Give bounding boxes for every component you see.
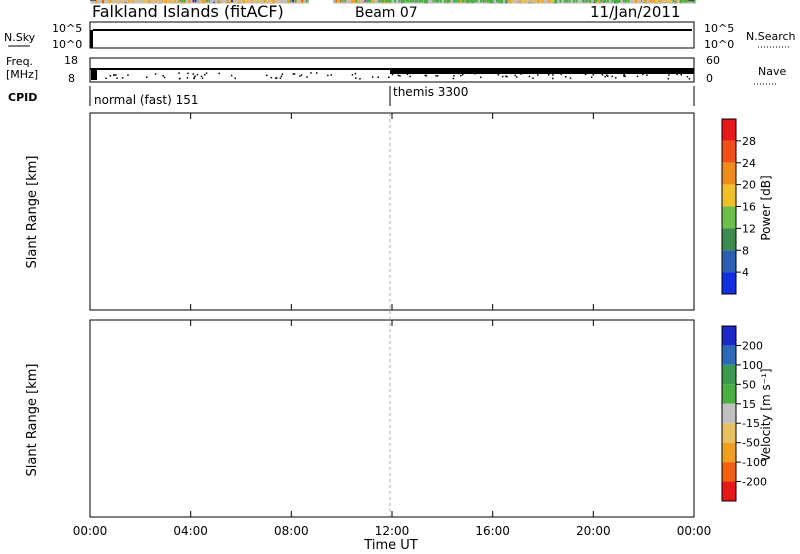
colorbar-tick-label: 24 <box>742 157 756 170</box>
colorbar-swatch <box>722 442 736 463</box>
colorbar-tick-label: 16 <box>742 201 756 214</box>
x-tick-label: 00:00 <box>677 524 712 538</box>
colorbar-swatch <box>722 423 736 443</box>
freq-tick-bottom: 8 <box>68 72 75 85</box>
power-axes: 1000200030004000 <box>53 0 695 310</box>
colorbar-swatch <box>722 228 736 251</box>
colorbar-swatch <box>722 364 736 385</box>
power-panel-frame <box>89 112 695 311</box>
nave-label: Nave <box>758 65 786 78</box>
nsky-onset <box>90 30 93 48</box>
colorbar-tick-label: -100 <box>742 456 767 469</box>
y-tick-label: 4000 <box>53 0 84 3</box>
y-tick-label: 1000 <box>53 0 84 3</box>
power-colorbar-label: Power [dB] <box>759 175 773 240</box>
y-tick-label: 4000 <box>53 0 84 3</box>
nsearch-tick-bottom: 10^0 <box>704 38 734 51</box>
colorbar-tick-label: 15 <box>742 398 756 411</box>
colorbar-swatch <box>722 119 736 141</box>
nsky-label: N.Sky <box>4 31 36 44</box>
freq-label-1: Freq. <box>6 55 33 68</box>
y-tick-label: 2000 <box>53 0 84 3</box>
colorbar-swatch <box>722 140 736 163</box>
colorbar-swatch <box>722 345 736 365</box>
nave-tick-bottom: 0 <box>706 72 713 85</box>
cpid-mode-2: themis 3300 <box>393 85 468 99</box>
colorbar-tick-label: 12 <box>742 222 756 235</box>
colorbar-swatch <box>722 162 736 185</box>
power-colorbar: 28 24 20 16 12 8 4 <box>721 118 756 295</box>
x-tick-label: 20:00 <box>576 524 611 538</box>
y-tick-label: 3000 <box>53 0 84 3</box>
x-tick-label: 12:00 <box>375 524 410 538</box>
x-tick-label: 16:00 <box>475 524 510 538</box>
velocity-colorbar: 200 100 50 15 -15 -50 -100 -200 <box>721 325 767 502</box>
cpid-mode-1: normal (fast) 151 <box>94 93 198 107</box>
freq-trace-early <box>90 68 390 70</box>
freq-tick-top: 18 <box>64 54 78 67</box>
velocity-panel-frame <box>89 319 695 518</box>
freq-trace-late <box>390 68 694 74</box>
colorbar-tick-label: 8 <box>742 244 749 257</box>
colorbar-tick-label: 50 <box>742 378 756 391</box>
y-tick-label: 3000 <box>53 0 84 3</box>
colorbar-swatch <box>722 462 736 482</box>
colorbar-tick-label: -15 <box>742 417 760 430</box>
date-label: 11/Jan/2011 <box>590 3 681 21</box>
y-tick-label: 1000 <box>53 0 84 3</box>
colorbar-tick-label: 4 <box>742 266 749 279</box>
colorbar-swatch <box>722 403 736 424</box>
nsky-strip-frame <box>89 21 695 49</box>
nsearch-label: N.Search <box>746 30 796 43</box>
colorbar-swatch <box>722 206 736 229</box>
colorbar-swatch <box>722 184 736 207</box>
y-tick-label: 2000 <box>53 0 84 3</box>
colorbar-swatch <box>722 272 736 294</box>
nsearch-tick-top: 10^5 <box>704 22 734 35</box>
colorbar-swatch <box>722 384 736 404</box>
nave-scatter <box>105 72 691 80</box>
freq-block-start <box>91 68 97 80</box>
velocity-ylabel: Slant Range [km] <box>25 364 40 477</box>
time-axis-label: Time UT <box>363 538 417 553</box>
colorbar-tick-label: 200 <box>742 339 763 352</box>
nsky-tick-bottom: 10^0 <box>52 38 82 51</box>
colorbar-swatch <box>722 250 736 273</box>
nsky-tick-top: 10^5 <box>52 22 82 35</box>
velocity-colorbar-label: Velocity [m s⁻¹] <box>759 368 773 461</box>
station-title: Falkland Islands (fitACF) <box>92 2 284 21</box>
cpid-label: CPID <box>8 91 37 104</box>
power-ylabel: Slant Range [km] <box>25 156 40 269</box>
colorbar-tick-label: 20 <box>742 179 756 192</box>
velocity-heatmap <box>90 0 696 4</box>
colorbar-tick-label: 100 <box>742 359 763 372</box>
colorbar-tick-label: -200 <box>742 476 767 489</box>
x-tick-label: 08:00 <box>274 524 309 538</box>
freq-label-2: [MHz] <box>6 68 38 81</box>
nave-tick-top: 60 <box>706 54 720 67</box>
colorbar-tick-label: 28 <box>742 135 756 148</box>
colorbar-swatch <box>722 326 736 346</box>
x-tick-label: 04:00 <box>173 524 208 538</box>
beam-label: Beam 07 <box>355 5 418 21</box>
colorbar-swatch <box>722 481 736 501</box>
colorbar-tick-label: -50 <box>742 437 760 450</box>
velocity-axes: 1000200030004000 00:00 04:00 08:00 12:00 16:0… <box>53 0 711 538</box>
x-tick-label: 00:00 <box>73 524 108 538</box>
